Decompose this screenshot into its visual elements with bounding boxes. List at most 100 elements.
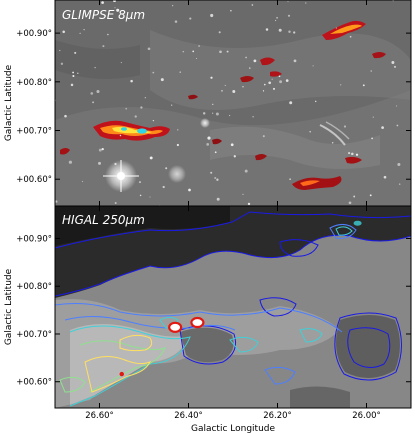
point-source (233, 155, 236, 158)
point-source (101, 147, 104, 151)
point-source (125, 107, 128, 110)
emission-peak (353, 220, 362, 226)
point-source (251, 4, 254, 6)
point-source (242, 86, 244, 88)
higal-ticks: +00.90° +00.80° +00.70° +00.60° 26.60° 26.40°… (16, 206, 411, 421)
point-source (68, 160, 72, 164)
point-source (165, 167, 168, 170)
point-source (72, 74, 75, 78)
point-source (206, 143, 210, 146)
point-source (216, 178, 219, 181)
ytick-label: +00.60° (16, 175, 52, 185)
emission-peak (168, 321, 183, 333)
point-source (90, 92, 94, 95)
point-source (228, 114, 231, 117)
ytick-label: +00.70° (16, 127, 52, 137)
ytick-label: +00.90° (16, 29, 52, 39)
point-source (230, 9, 232, 12)
glimpse-point-sources (55, 0, 401, 206)
point-source (247, 202, 251, 206)
emission-peak (119, 371, 124, 377)
point-source (226, 50, 229, 53)
glimpse-ticks: +00.90° +00.80° +00.70° +00.60° (16, 0, 411, 206)
point-source (149, 156, 153, 160)
point-source (107, 33, 109, 36)
point-source (268, 81, 272, 85)
point-source (207, 136, 211, 140)
point-source (253, 59, 257, 63)
point-source (177, 129, 179, 131)
point-source (79, 32, 81, 34)
point-source (355, 153, 359, 156)
point-source (369, 194, 372, 197)
point-source (265, 28, 269, 31)
point-source (262, 90, 265, 92)
point-source (152, 119, 155, 122)
point-source (179, 71, 181, 73)
point-source (101, 1, 104, 4)
glimpse-title: GLIMPSE 8μm (62, 8, 145, 22)
ytick-label: +00.80° (16, 282, 52, 292)
point-source (278, 75, 281, 78)
point-source (348, 152, 351, 155)
ytick-label: +00.90° (16, 234, 52, 244)
point-source (287, 1, 289, 3)
point-source (134, 115, 137, 118)
point-source (349, 35, 352, 38)
point-source (182, 50, 185, 53)
point-source (152, 71, 155, 74)
point-source (102, 45, 105, 48)
higal-map (55, 206, 411, 408)
higal-frame (54, 205, 412, 409)
point-source (396, 124, 399, 127)
point-source (331, 142, 334, 144)
point-source (120, 62, 122, 64)
point-source (372, 116, 374, 118)
point-source (314, 100, 317, 103)
point-source (202, 112, 206, 115)
point-source (289, 101, 293, 105)
point-source (335, 27, 338, 29)
point-source (398, 183, 401, 185)
point-source (245, 56, 247, 59)
point-source (59, 49, 61, 52)
point-source (92, 101, 95, 104)
ytick-label: +00.60° (16, 378, 52, 388)
ytick-label: +00.70° (16, 330, 52, 340)
point-source (189, 17, 192, 20)
point-source (139, 194, 142, 197)
point-source (371, 137, 373, 140)
point-source (305, 2, 307, 4)
point-source (198, 45, 201, 47)
higal-panel: HIGAL 250μm +00.90° +00.80° +00.70° +00.60°… (4, 205, 412, 434)
point-source (140, 106, 143, 109)
point-source (293, 31, 296, 34)
point-source (396, 105, 398, 107)
glimpse-panel: GLIMPSE 8μm +00.90° +00.80° +00.70° +00.60°… (4, 0, 412, 207)
higal-peaks (119, 220, 362, 377)
point-source (174, 20, 178, 23)
xtick-label: 26.20° (263, 411, 292, 421)
glimpse-ylabel: Galactic Latitude (4, 64, 14, 141)
emission-peak (190, 316, 205, 329)
point-source (196, 58, 197, 59)
point-source (252, 116, 254, 118)
point-source (272, 87, 276, 90)
glimpse-texture (55, 0, 411, 206)
point-source (210, 171, 213, 174)
xtick-label: 26.40° (174, 411, 203, 421)
point-source (312, 65, 314, 67)
point-source (215, 112, 219, 116)
point-source (249, 67, 251, 69)
point-source (391, 61, 395, 64)
point-source (224, 84, 226, 86)
point-source (116, 8, 120, 12)
point-source (162, 185, 165, 189)
point-source (287, 14, 291, 17)
point-source (138, 181, 142, 184)
point-source (94, 66, 96, 69)
point-source (210, 76, 213, 79)
point-source (278, 28, 282, 32)
point-source (83, 28, 85, 31)
